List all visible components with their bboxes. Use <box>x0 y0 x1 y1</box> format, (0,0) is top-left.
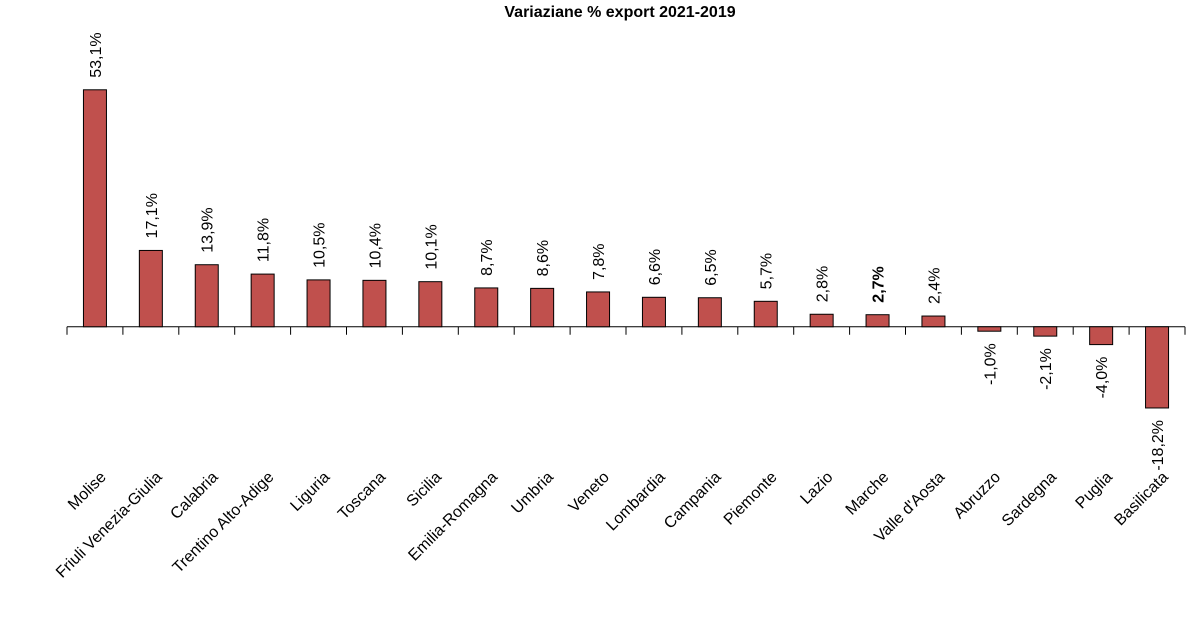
bar <box>418 281 443 328</box>
value-label: 13,9% <box>200 207 217 252</box>
bar <box>586 291 611 328</box>
bar <box>921 315 946 328</box>
value-label: -18,2% <box>1150 420 1167 471</box>
x-tick-label: Molise <box>65 469 110 514</box>
value-label: 2,8% <box>815 266 832 302</box>
bar <box>306 279 331 328</box>
x-tick-label: Abruzzo <box>951 469 1005 523</box>
value-label: 5,7% <box>759 253 776 289</box>
value-label: -2,1% <box>1038 348 1055 390</box>
x-tick-label: Trentino Alto-Adige <box>170 469 278 577</box>
x-tick-label: Piemonte <box>721 469 781 529</box>
bar <box>530 287 555 328</box>
x-tick-label: Veneto <box>566 469 613 516</box>
bar <box>1033 326 1058 337</box>
bar <box>474 287 499 328</box>
x-tick-label: Lombardia <box>603 469 669 535</box>
value-label: 8,7% <box>479 239 496 275</box>
value-label: 8,6% <box>535 240 552 276</box>
x-tick-label: Basilicata <box>1111 469 1172 530</box>
value-label: 53,1% <box>88 32 105 77</box>
x-tick-label: Calabria <box>167 469 221 523</box>
bar <box>194 264 219 328</box>
x-tick-label: Lazio <box>797 469 836 508</box>
x-tick-label: Puglia <box>1073 469 1117 513</box>
bar <box>1145 326 1170 409</box>
x-tick-label: Marche <box>843 469 893 519</box>
bar <box>1089 326 1114 346</box>
value-label: 2,7% <box>871 266 888 302</box>
value-label: -1,0% <box>982 343 999 385</box>
x-tick-label: Campania <box>661 469 725 533</box>
bar <box>82 89 107 328</box>
bar <box>865 314 890 328</box>
x-tick-label: Sicilia <box>404 469 446 511</box>
bar <box>753 300 778 328</box>
bar <box>362 279 387 328</box>
x-tick-label: Sardegna <box>999 469 1060 530</box>
value-label: 2,4% <box>926 268 943 304</box>
bar <box>641 296 666 328</box>
value-label: 6,6% <box>647 249 664 285</box>
bar <box>809 313 834 328</box>
value-label: 11,8% <box>256 218 273 262</box>
value-label: -4,0% <box>1094 357 1111 399</box>
bar <box>250 273 275 328</box>
chart-title: Variaziane % export 2021-2019 <box>504 4 735 21</box>
x-tick-label: Liguria <box>287 469 333 515</box>
value-label: 10,5% <box>312 223 329 268</box>
bar <box>697 297 722 328</box>
x-tick-label: Friuli Venezia-Giulia <box>53 469 166 582</box>
x-tick-label: Toscana <box>335 469 389 523</box>
bar <box>977 326 1002 332</box>
bar <box>138 249 163 328</box>
value-label: 17,1% <box>144 193 161 238</box>
value-label: 6,5% <box>703 249 720 285</box>
value-label: 7,8% <box>591 243 608 279</box>
x-tick-label: Umbria <box>508 469 557 518</box>
value-label: 10,4% <box>367 223 384 268</box>
value-label: 10,1% <box>423 224 440 269</box>
